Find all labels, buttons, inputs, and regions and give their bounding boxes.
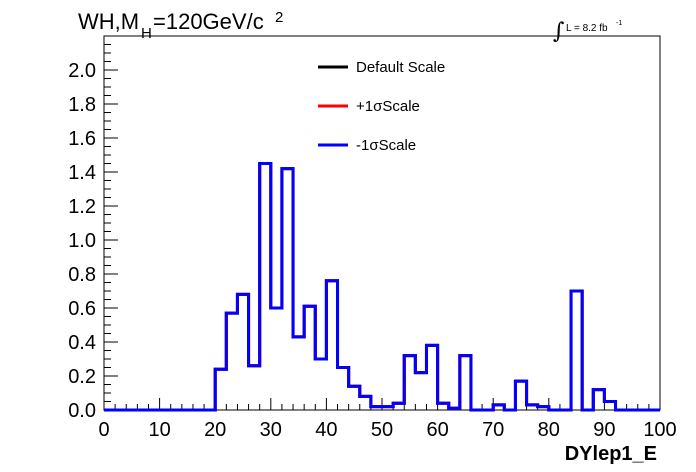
integral-icon: ∫	[553, 19, 565, 44]
x-tick-label: 10	[148, 419, 170, 441]
axis-ticks	[103, 35, 661, 411]
y-tick-label: 0.4	[68, 332, 96, 354]
chart-title-superscript: 2	[275, 9, 283, 26]
legend-label-default: Default Scale	[356, 59, 445, 76]
chart-title-rest: =120GeV/c	[153, 9, 264, 34]
series-line-2	[104, 162, 660, 412]
legend: Default Scale +1σScale -1σScale	[318, 59, 445, 154]
y-tick-label: 2.0	[68, 60, 96, 82]
series-line-0	[104, 162, 660, 412]
y-tick-label: 1.4	[68, 162, 96, 184]
x-tick-label: 0	[98, 419, 109, 441]
legend-label-plus: +1σScale	[356, 98, 420, 115]
y-tick-label: 0.2	[68, 366, 96, 388]
plot-frame	[103, 35, 661, 411]
x-tick-label: 30	[260, 419, 282, 441]
chart-title: WH,M	[78, 9, 139, 34]
y-tick-label: 0.0	[68, 400, 96, 422]
y-tick-label: 1.6	[68, 128, 96, 150]
y-tick-labels: 0.0 0.2 0.4 0.6 0.8 1.0 1.2 1.4 1.6 1.8 2.0	[68, 60, 96, 422]
x-tick-labels: 0 10 20 30 40 50 60 70 80 90 100	[98, 419, 676, 441]
series-line-1	[104, 162, 660, 412]
x-tick-label: 90	[593, 419, 615, 441]
x-tick-label: 60	[426, 419, 448, 441]
y-tick-label: 1.2	[68, 196, 96, 218]
x-axis-label: DYlep1_E	[565, 443, 657, 465]
x-tick-label: 40	[315, 419, 337, 441]
legend-label-minus: -1σScale	[356, 137, 416, 154]
x-tick-label: 20	[204, 419, 226, 441]
x-tick-label: 70	[482, 419, 504, 441]
x-tick-label: 50	[371, 419, 393, 441]
lumi-superscript: -1	[616, 20, 622, 27]
lumi-label: L = 8.2 fb	[566, 23, 608, 34]
x-tick-label: 80	[538, 419, 560, 441]
x-tick-label: 100	[643, 419, 676, 441]
series-group	[104, 162, 660, 412]
y-tick-label: 0.8	[68, 264, 96, 286]
y-tick-label: 1.0	[68, 230, 96, 252]
y-tick-label: 0.6	[68, 298, 96, 320]
y-tick-label: 1.8	[68, 94, 96, 116]
chart-title-subscript: H	[141, 25, 152, 42]
